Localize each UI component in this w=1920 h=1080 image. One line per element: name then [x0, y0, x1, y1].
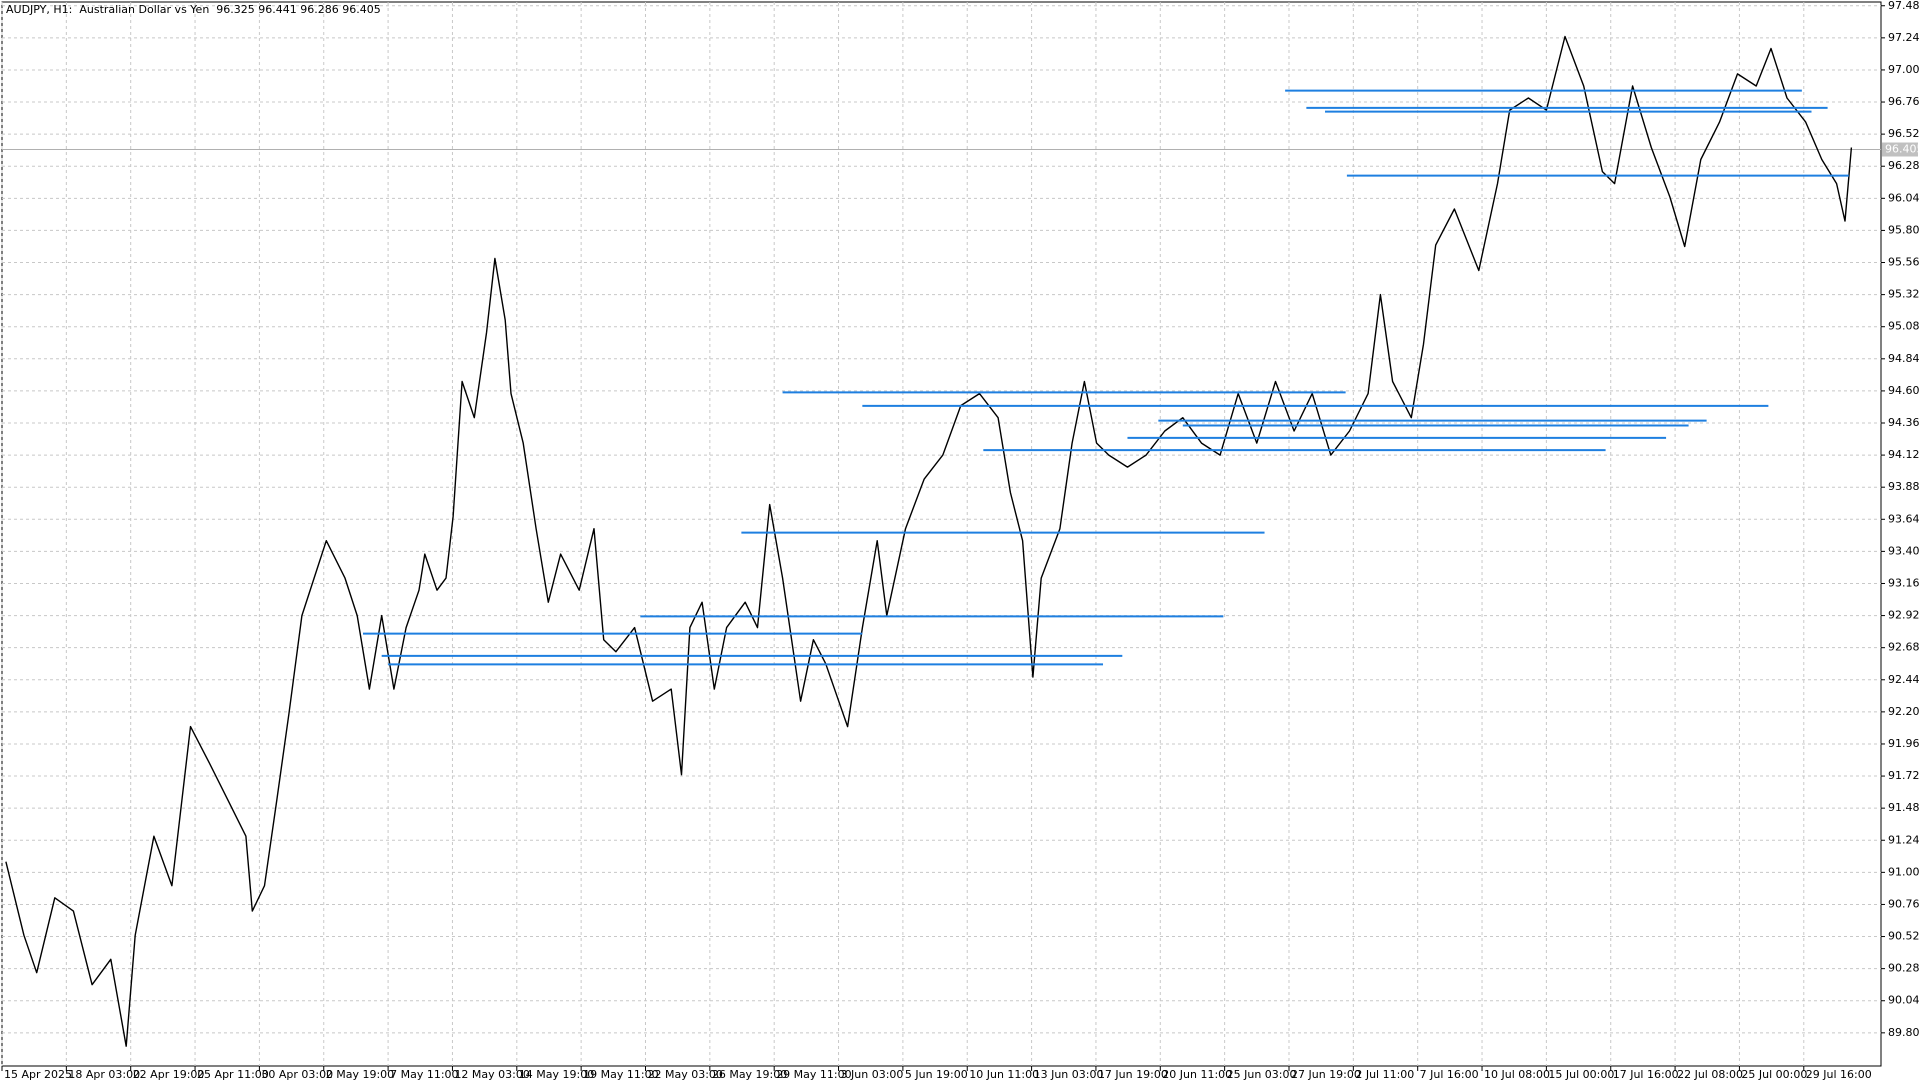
- chart-title: AUDJPY, H1: Australian Dollar vs Yen 96.…: [6, 3, 381, 16]
- y-tick-label: 93.880: [1888, 480, 1920, 493]
- x-tick-label: 25 Apr 11:00: [197, 1068, 269, 1080]
- plot-frame: [1, 1, 1882, 1067]
- x-tick-label: 3 Jun 03:00: [841, 1068, 904, 1080]
- y-tick-label: 91.960: [1888, 737, 1920, 750]
- x-tick-label: 2 Jul 11:00: [1355, 1068, 1414, 1080]
- y-tick-label: 93.160: [1888, 576, 1920, 589]
- y-tick-label: 92.680: [1888, 641, 1920, 654]
- y-tick-label: 96.040: [1888, 191, 1920, 204]
- y-tick-label: 94.120: [1888, 448, 1920, 461]
- y-tick-label: 90.040: [1888, 994, 1920, 1007]
- y-tick-label: 95.320: [1888, 288, 1920, 301]
- x-tick-label: 5 Jun 19:00: [905, 1068, 968, 1080]
- x-tick-label: 22 Apr 19:00: [133, 1068, 205, 1080]
- x-tick-label: 22 Jul 08:00: [1677, 1068, 1743, 1080]
- x-tick-label: 25 Jun 03:00: [1227, 1068, 1297, 1080]
- y-tick-label: 91.240: [1888, 833, 1920, 846]
- y-tick-label: 92.200: [1888, 705, 1920, 718]
- x-tick-label: 13 Jun 03:00: [1034, 1068, 1104, 1080]
- y-tick-label: 95.560: [1888, 256, 1920, 269]
- y-tick-label: 95.080: [1888, 320, 1920, 333]
- y-tick-label: 97.480: [1888, 0, 1920, 12]
- y-tick-label: 89.800: [1888, 1026, 1920, 1039]
- x-tick-label: 2 May 19:00: [326, 1068, 394, 1080]
- y-tick-label: 91.000: [1888, 865, 1920, 878]
- x-tick-label: 7 May 11:00: [390, 1068, 458, 1080]
- x-tick-label: 15 Apr 2025: [4, 1068, 72, 1080]
- x-tick-label: 20 Jun 11:00: [1162, 1068, 1232, 1080]
- x-tick-label: 10 Jun 11:00: [969, 1068, 1039, 1080]
- y-tick-label: 97.240: [1888, 31, 1920, 44]
- y-tick-label: 95.800: [1888, 223, 1920, 236]
- y-tick-label: 91.480: [1888, 801, 1920, 814]
- x-tick-label: 18 Apr 03:00: [68, 1068, 140, 1080]
- bid-label: 96.405: [1885, 143, 1920, 156]
- x-tick-label: 12 May 03:00: [454, 1068, 529, 1080]
- y-tick-label: 97.000: [1888, 63, 1920, 76]
- y-tick-label: 96.760: [1888, 95, 1920, 108]
- y-tick-label: 94.600: [1888, 384, 1920, 397]
- x-tick-label: 29 Jul 16:00: [1806, 1068, 1872, 1080]
- y-tick-label: 90.760: [1888, 897, 1920, 910]
- x-tick-label: 14 May 19:00: [519, 1068, 594, 1080]
- y-tick-label: 90.520: [1888, 930, 1920, 943]
- x-tick-label: 17 Jun 19:00: [1098, 1068, 1168, 1080]
- y-tick-label: 94.360: [1888, 416, 1920, 429]
- y-tick-label: 92.440: [1888, 673, 1920, 686]
- y-tick-label: 93.640: [1888, 512, 1920, 525]
- y-tick-label: 96.520: [1888, 127, 1920, 140]
- x-tick-label: 25 Jul 00:00: [1741, 1068, 1807, 1080]
- y-tick-label: 91.720: [1888, 769, 1920, 782]
- y-tick-label: 92.920: [1888, 609, 1920, 622]
- x-tick-label: 15 Jul 00:00: [1548, 1068, 1614, 1080]
- y-tick-label: 94.840: [1888, 352, 1920, 365]
- y-tick-label: 96.280: [1888, 159, 1920, 172]
- y-tick-label: 90.280: [1888, 962, 1920, 975]
- x-tick-label: 29 May 11:00: [776, 1068, 851, 1080]
- price-line: [5, 35, 1853, 1047]
- bid-label-box: [1882, 142, 1918, 157]
- x-tick-label: 30 Apr 03:00: [261, 1068, 333, 1080]
- x-tick-label: 17 Jul 16:00: [1613, 1068, 1679, 1080]
- y-tick-label: 93.400: [1888, 544, 1920, 557]
- x-tick-label: 10 Jul 08:00: [1484, 1068, 1550, 1080]
- x-tick-label: 19 May 11:00: [583, 1068, 658, 1080]
- x-tick-label: 26 May 19:00: [712, 1068, 787, 1080]
- x-tick-label: 22 May 03:00: [647, 1068, 722, 1080]
- x-tick-label: 27 Jun 19:00: [1291, 1068, 1361, 1080]
- x-tick-label: 7 Jul 16:00: [1420, 1068, 1479, 1080]
